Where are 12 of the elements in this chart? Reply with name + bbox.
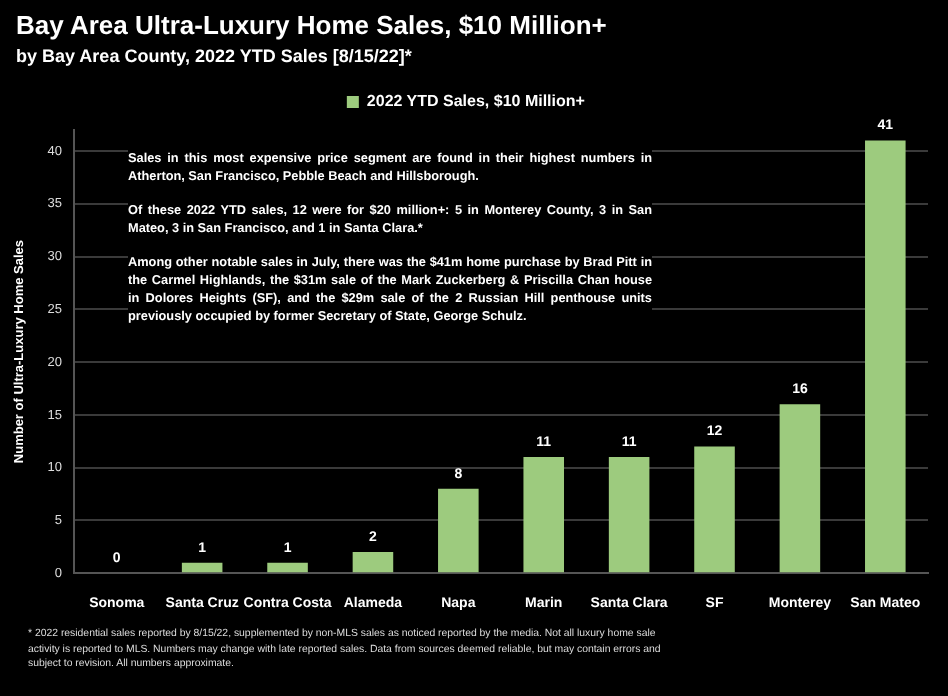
bar — [438, 488, 479, 573]
bar — [523, 457, 565, 573]
bar — [181, 562, 223, 573]
bar — [352, 552, 394, 573]
chart-subtitle: by Bay Area County, 2022 YTD Sales [8/15/22]* — [16, 46, 412, 66]
chart-title: Bay Area Ultra-Luxury Home Sales, $10 Million+ — [16, 10, 607, 40]
bar — [694, 446, 735, 573]
bar — [267, 562, 308, 573]
bar — [608, 457, 650, 573]
bar — [779, 404, 821, 573]
legend-label: 2022 YTD Sales, $10 Million+ — [366, 92, 586, 111]
bar — [865, 140, 906, 573]
